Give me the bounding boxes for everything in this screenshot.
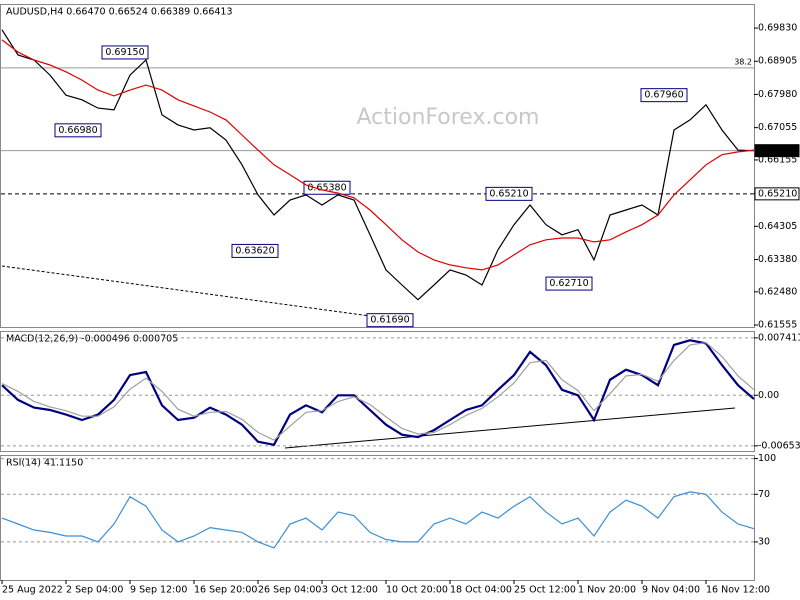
annotation-label: 0.65380: [307, 182, 346, 193]
macd-trend-line: [284, 407, 736, 449]
y-tick-label: -0.006532: [758, 440, 800, 451]
x-tick-label: 3 Oct 12:00: [322, 585, 378, 596]
level-label: 38.2: [734, 57, 752, 66]
annotation-box: [303, 180, 351, 195]
x-tick-label: 10 Oct 20:00: [386, 585, 448, 596]
annotation-label: 0.61690: [370, 315, 409, 326]
annotation-label: 0.67960: [644, 90, 683, 101]
y-tick-label: 30: [758, 536, 770, 547]
x-tick-label: 26 Sep 04:00: [258, 585, 321, 596]
annotation-box: [101, 45, 149, 60]
x-tick-label: 9 Sep 12:00: [130, 585, 187, 596]
annotation-box: [485, 186, 533, 201]
price-label: 0.66413: [758, 145, 797, 156]
y-tick-label: 0.66155: [758, 154, 797, 165]
price-panel: [0, 4, 755, 328]
annotation-box: [545, 276, 593, 291]
x-tick-label: 9 Nov 04:00: [642, 585, 700, 596]
annotation-label: 0.69150: [105, 47, 144, 58]
panel-title: AUDUSD,H4 0.66470 0.66524 0.66389 0.6641…: [6, 7, 233, 18]
annotation-label: 0.63620: [235, 245, 274, 256]
rsi-panel: [0, 455, 755, 581]
price-box: [754, 187, 800, 201]
annotation-label: 0.65210: [489, 188, 528, 199]
x-tick-label: 2 Sep 04:00: [66, 585, 123, 596]
y-tick-label: 0.00: [758, 390, 779, 401]
y-tick-label: 0.64305: [758, 221, 797, 232]
annotation-label: 0.62710: [549, 278, 588, 289]
macd-panel: [0, 331, 755, 452]
y-tick-label: 0.63380: [758, 254, 797, 265]
y-tick-label: 0.67055: [758, 122, 797, 133]
price-box: [754, 144, 800, 158]
series-line: [1, 39, 755, 271]
y-tick-label: 0.62480: [758, 286, 797, 297]
y-tick-label: 0.61555: [758, 320, 797, 331]
x-tick-label: 16 Sep 20:00: [194, 585, 257, 596]
annotation-label: 0.66980: [58, 125, 97, 136]
x-tick-label: 18 Oct 04:00: [450, 585, 512, 596]
watermark: ActionForex.com: [357, 105, 540, 130]
y-tick-label: 0.67980: [758, 89, 797, 100]
series-line: [1, 491, 755, 549]
panel-title: MACD(12,26,9) -0.000496 0.000705: [6, 334, 178, 345]
y-tick-label: 0.69830: [758, 23, 797, 34]
y-tick-label: 0.68905: [758, 56, 797, 67]
annotation-box: [366, 313, 414, 328]
annotation-box: [231, 243, 279, 258]
series-line: [1, 339, 755, 447]
annotation-box: [54, 123, 102, 138]
series-line: [1, 29, 755, 301]
panel-title: RSI(14) 41.1150: [6, 458, 83, 469]
x-tick-label: 1 Nov 20:00: [578, 585, 636, 596]
y-tick-label: 70: [758, 489, 770, 500]
y-tick-label: 100: [758, 453, 776, 464]
y-tick-label: 0.007411: [758, 332, 800, 343]
x-tick-label: 25 Aug 2022: [2, 585, 63, 596]
series-line: [1, 341, 755, 441]
x-tick-label: 16 Nov 12:00: [706, 585, 770, 596]
price-label: 0.65210: [758, 188, 797, 199]
trend-line: [1, 265, 371, 317]
annotation-box: [640, 88, 688, 103]
x-tick-label: 25 Oct 12:00: [514, 585, 576, 596]
